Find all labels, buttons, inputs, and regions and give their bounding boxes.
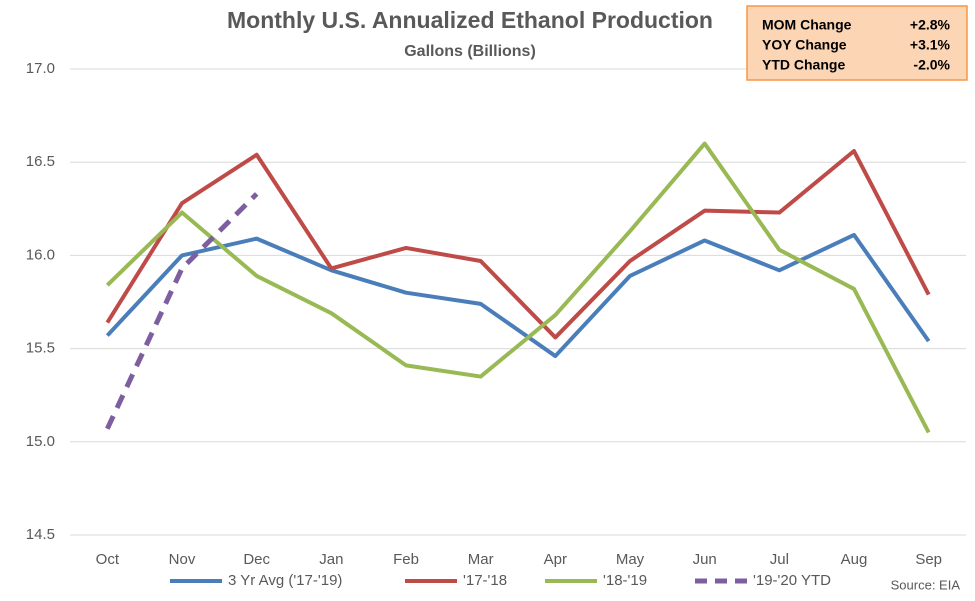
series-line — [105, 141, 931, 434]
x-tick-label: Jan — [319, 551, 343, 568]
summary-value: +3.1% — [910, 37, 951, 53]
summary-value: -2.0% — [913, 57, 950, 73]
summary-value: +2.8% — [910, 17, 951, 33]
x-tick-label: Sep — [915, 551, 942, 568]
series-line — [105, 192, 259, 430]
series-line — [105, 232, 931, 359]
summary-background — [746, 5, 968, 81]
source: Source: EIA — [891, 577, 961, 592]
y-tick-label: 17.0 — [26, 60, 55, 77]
legend-label: 3 Yr Avg ('17-'19) — [228, 572, 342, 589]
y-tick-label: 16.5 — [26, 153, 55, 170]
x-tick-label: Jun — [693, 551, 717, 568]
x-tick-label: Feb — [393, 551, 419, 568]
x-tick-label: Oct — [96, 551, 120, 568]
x-tick-label: Nov — [169, 551, 196, 568]
y-tick-label: 15.5 — [26, 340, 55, 357]
x-tick-label: Dec — [243, 551, 270, 568]
summary-label: YTD Change — [762, 57, 845, 73]
y-tick-label: 14.5 — [26, 526, 55, 543]
x-tick-label: May — [616, 551, 645, 568]
legend-label: '19-'20 YTD — [753, 572, 831, 589]
x-tick-label: Apr — [544, 551, 567, 568]
x-tick-label: Jul — [770, 551, 789, 568]
y-tick-label: 16.0 — [26, 246, 55, 263]
x-tick-label: Aug — [841, 551, 868, 568]
chart-title: Monthly U.S. Annualized Ethanol Producti… — [227, 7, 713, 33]
x-tick-label: Mar — [468, 551, 494, 568]
summary-box: MOM Change +2.8% YOY Change +3.1% YTD Change… — [746, 5, 968, 81]
summary-label: MOM Change — [762, 17, 852, 33]
series-line — [105, 149, 931, 340]
chart-subtitle: Gallons (Billions) — [404, 43, 536, 60]
legend-label: '17-'18 — [463, 572, 507, 589]
legend-label: '18-'19 — [603, 572, 647, 589]
y-tick-label: 15.0 — [26, 433, 55, 450]
summary-label: YOY Change — [762, 37, 847, 53]
